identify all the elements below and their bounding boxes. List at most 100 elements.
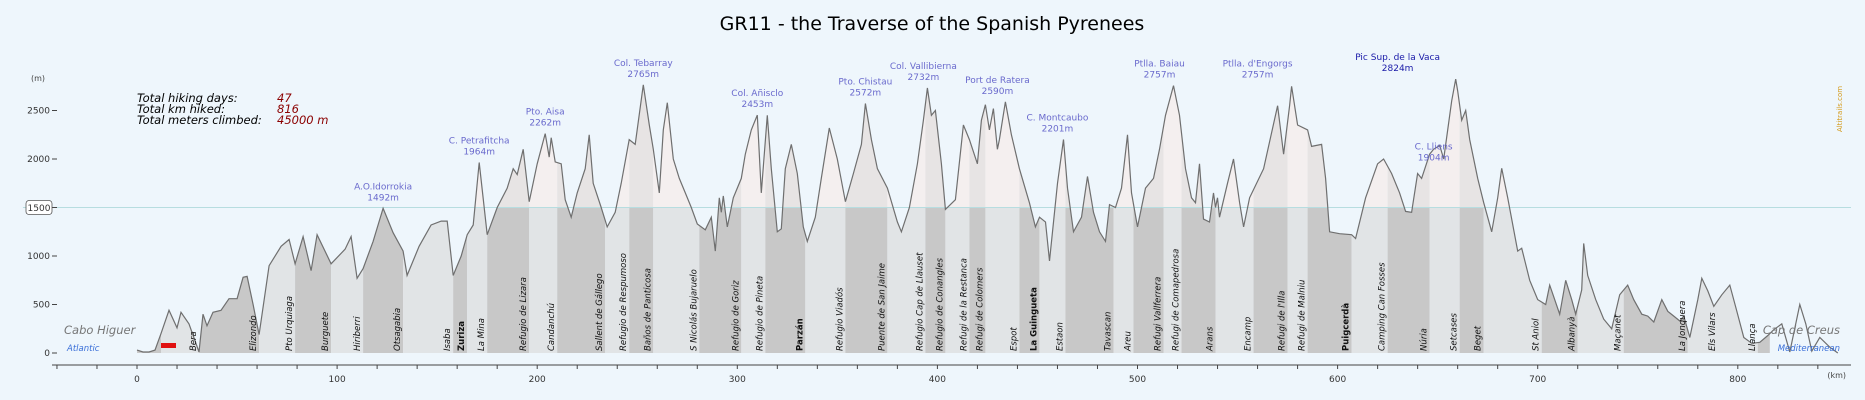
axes: 0 100 200 300 400 500 600 700 800 0 500 1000 1500 200…	[27, 107, 1851, 385]
stage-label: Baños de Panticosa	[643, 268, 653, 351]
credit-text: Altitrails.com	[1836, 86, 1844, 132]
peak-name: Ptlla. Baiau	[1134, 60, 1185, 70]
elevation-area	[136, 78, 1839, 354]
x-axis-label: (km)	[1827, 371, 1846, 380]
peak-name: C. Lliens	[1415, 142, 1453, 152]
stage-label: Refugio de Conangles	[935, 257, 945, 351]
peak-name: Ptlla. d'Engorgs	[1223, 60, 1293, 70]
stage-label: Refugi de Malniu	[1298, 280, 1308, 351]
y-tick-label: 1000	[27, 252, 50, 262]
stage-band-low	[653, 207, 700, 353]
stage-band-low	[1459, 207, 1484, 353]
peak-elevation: 2824m	[1382, 64, 1414, 74]
stage-label: Estaon	[1056, 322, 1066, 351]
peak-elevation: 1964m	[463, 147, 495, 157]
stage-band-low	[925, 207, 946, 353]
stage-band-low	[557, 207, 606, 353]
stage-label: Llança	[1748, 323, 1758, 351]
chart-title: GR11 - the Traverse of the Spanish Pyren…	[720, 13, 1145, 35]
stage-label: Puente de San Jaime	[877, 263, 887, 351]
peak-name: Pto. Aisa	[526, 108, 565, 118]
stage-band-low	[1253, 207, 1288, 353]
stage-label: Zuriza	[457, 321, 467, 351]
red-flag-marker	[161, 343, 176, 348]
stage-label: Arans	[1206, 326, 1216, 352]
stage-band-low	[1163, 207, 1182, 353]
stage-label: La Mina	[477, 318, 487, 351]
x-tick-label: 600	[1329, 375, 1346, 385]
stage-label: Refugio de Respumoso	[619, 253, 629, 351]
peak-name: A.O.Idorrokia	[354, 182, 412, 192]
stage-label: Sallent de Gállego	[595, 273, 605, 351]
stage-band-low	[629, 207, 654, 353]
stage-label: Refugi Vallferrera	[1154, 277, 1164, 351]
stage-band-low	[1387, 207, 1430, 353]
stage-label: Maçanet	[1614, 314, 1624, 351]
peak-elevation: 2590m	[982, 87, 1014, 97]
x-tick-label: 800	[1729, 375, 1746, 385]
stage-label: Refugio de Pineta	[755, 276, 765, 351]
stage-band-low	[805, 207, 846, 353]
stage-band-low	[741, 207, 766, 353]
peak-elevation: 2765m	[627, 70, 659, 80]
stage-band-low	[487, 207, 530, 353]
stats-block: Total hiking days: 47 Total km hiked: 81…	[137, 91, 328, 127]
stage-label: Refugio de Goriz	[731, 280, 741, 351]
peak-elevation: 2732m	[908, 73, 940, 83]
x-tick-label: 500	[1129, 375, 1146, 385]
stage-label: Refugio Viadós	[834, 287, 845, 351]
stage-labels: Bera Elizondo Pto Urquiaga Burguete Hiriberr…	[189, 249, 1758, 352]
peak-name: Port de Ratera	[965, 76, 1030, 86]
stat-km-label: Total km hiked:	[137, 102, 225, 116]
x-tick-label: 300	[729, 375, 746, 385]
stage-label: S Nicolás Bujaruelo	[689, 269, 699, 351]
stage-band-low	[985, 207, 1020, 353]
peak-name: Pto. Chistau	[838, 78, 892, 88]
stage-label: La Jonquera	[1678, 301, 1688, 351]
stage-label: Parzán	[795, 318, 805, 351]
peak-elevation: 2572m	[850, 89, 882, 99]
stage-band-high	[1163, 79, 1182, 208]
stage-label: Bera	[189, 331, 199, 351]
x-tick-label: 100	[329, 375, 346, 385]
peak-elevation: 1904m	[1418, 153, 1450, 163]
y-tick-label: 500	[33, 301, 50, 311]
stage-band-low	[1429, 207, 1460, 353]
stage-band-low	[887, 207, 926, 353]
stage-label: Elizondo	[249, 315, 259, 351]
stage-band-low	[1113, 207, 1134, 353]
y-axis-label: (m)	[31, 74, 45, 83]
stage-label: Núria	[1420, 328, 1430, 351]
stage-band-low	[845, 207, 888, 353]
stage-band-low	[467, 207, 488, 353]
y-tick-label: 2500	[27, 107, 50, 117]
stage-label: Areu	[1124, 331, 1134, 352]
stage-band-low	[1019, 207, 1040, 353]
peak-name: Col. Tebarray	[614, 59, 674, 69]
stage-label: Albanyà	[1568, 317, 1578, 352]
peak-elevation: 2453m	[741, 100, 773, 110]
stage-label: St Aniol	[1532, 318, 1542, 351]
stage-band-low	[699, 207, 742, 353]
end-label: Cap de Creus	[1763, 323, 1840, 337]
stage-label: Beget	[1474, 325, 1484, 351]
stage-band-low	[1133, 207, 1164, 353]
stage-band-low	[969, 207, 986, 353]
stage-label: Encamp	[1244, 317, 1254, 351]
stat-climb-label: Total meters climbed:	[137, 113, 262, 127]
stage-label: Refugio Cap de Llauset	[915, 252, 925, 351]
stage-band-low	[529, 207, 558, 353]
x-tick-label: 0	[134, 375, 140, 385]
stage-label: Refugi de Colomers	[975, 267, 985, 351]
y-tick-label: 0	[44, 349, 50, 359]
reference-label-box	[25, 200, 53, 215]
stage-label: Pto Urquiaga	[285, 296, 295, 351]
peak-name: Col. Vallibierna	[890, 62, 957, 72]
stage-label: Otsagabia	[393, 308, 403, 351]
peak-elevation: 2757m	[1242, 71, 1274, 81]
stage-label: Puigcerdà	[1342, 303, 1352, 351]
stage-band-low	[945, 207, 970, 353]
peak-elevation: 1492m	[367, 193, 399, 203]
end-sea-label: Mediterranean	[1778, 344, 1840, 354]
